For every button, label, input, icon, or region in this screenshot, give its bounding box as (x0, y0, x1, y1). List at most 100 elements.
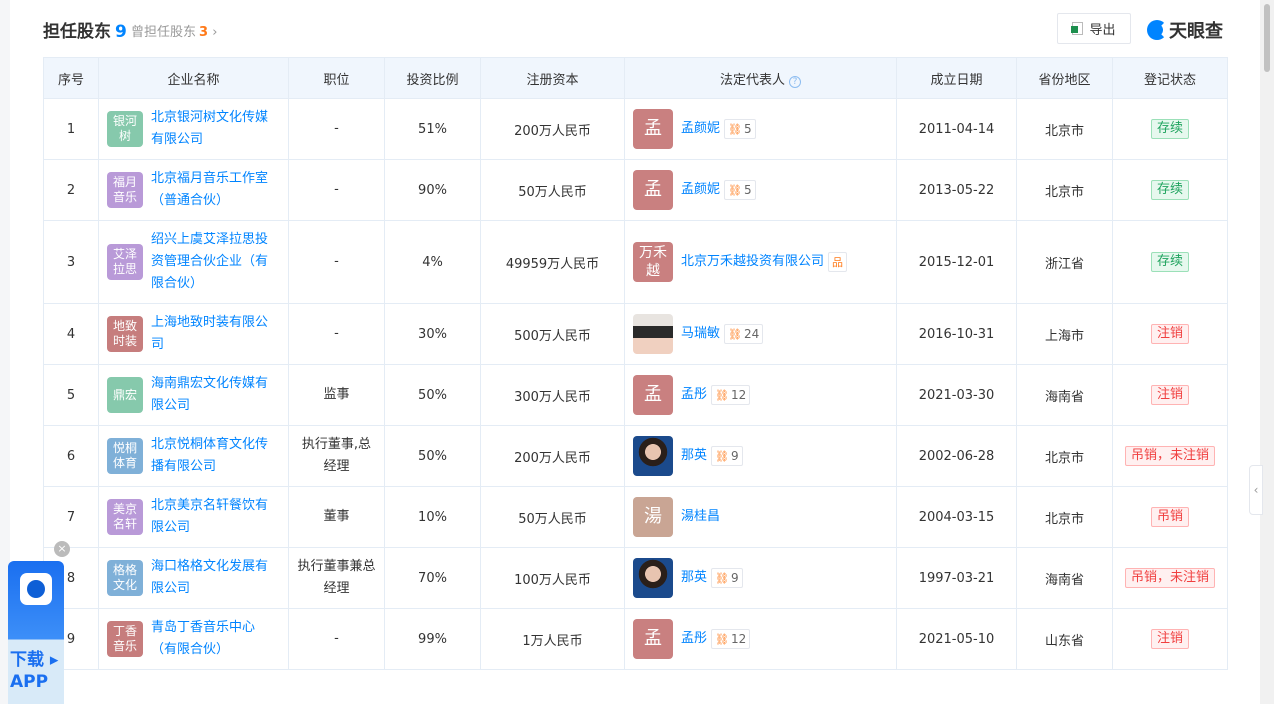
column-header: 序号 (43, 57, 99, 99)
status-badge: 吊销，未注销 (1124, 568, 1215, 588)
company-logo: 鼎宏 (107, 377, 143, 413)
position: 执行董事兼总经理 (288, 547, 385, 609)
region: 海南省 (1016, 364, 1113, 426)
related-companies-badge[interactable]: ⛓ 9 (711, 446, 743, 466)
legal-rep-link[interactable]: 那英 (681, 448, 708, 463)
excel-icon (1071, 22, 1084, 35)
region: 上海市 (1016, 303, 1113, 365)
legal-rep-link[interactable]: 北京万禾越投资有限公司 (681, 254, 825, 269)
investment-ratio: 70% (384, 547, 481, 609)
related-companies-badge[interactable]: ⛓ 24 (724, 324, 764, 344)
status-badge: 吊销 (1150, 507, 1189, 527)
registered-capital: 100万人民币 (480, 547, 625, 609)
relation-icon: ⛓ (715, 449, 729, 463)
relation-icon: ⛓ (715, 388, 729, 402)
row-number: 3 (43, 220, 99, 304)
legal-rep-link[interactable]: 那英 (681, 570, 708, 585)
company-name-link[interactable]: 上海地致时装有限公司 (151, 315, 269, 352)
scrollbar[interactable] (1260, 0, 1274, 704)
legal-rep-link[interactable]: 马瑞敏 (681, 326, 721, 341)
region: 北京市 (1016, 425, 1113, 487)
investment-ratio: 50% (384, 425, 481, 487)
org-chart-icon[interactable]: 品 (828, 252, 848, 272)
relation-icon: ⛓ (715, 571, 729, 585)
company-logo: 格格文化 (107, 560, 143, 596)
position: 执行董事,总经理 (288, 425, 385, 487)
registered-capital: 50万人民币 (480, 486, 625, 548)
registered-capital: 200万人民币 (480, 425, 625, 487)
relation-icon: ⛓ (715, 632, 729, 646)
row-number: 1 (43, 98, 99, 160)
row-number: 5 (43, 364, 99, 426)
position: 董事 (288, 486, 385, 548)
table-row: 4 地致时装 上海地致时装有限公司 - 30% 500万人民币 马瑞敏 ⛓ 24 20… (43, 303, 1228, 365)
investment-ratio: 90% (384, 159, 481, 221)
status-badge: 存续 (1150, 252, 1189, 272)
table-row: 7 美京名轩 北京美京名轩餐饮有限公司 董事 10% 50万人民币 湯湯桂昌 20… (43, 486, 1228, 548)
company-name-link[interactable]: 海南鼎宏文化传媒有限公司 (151, 376, 269, 413)
company-name-link[interactable]: 北京美京名轩餐饮有限公司 (151, 498, 269, 535)
download-app-promo[interactable]: 下载 ▸ APP (8, 561, 64, 704)
related-companies-badge[interactable]: ⛓ 12 (711, 385, 751, 405)
section-title: 担任股东 9 (43, 22, 127, 42)
investment-ratio: 4% (384, 220, 481, 304)
column-header: 注册资本 (480, 57, 625, 99)
legal-rep-link[interactable]: 孟颜妮 (681, 121, 721, 136)
row-number: 2 (43, 159, 99, 221)
collapse-side-button[interactable]: ‹ (1249, 465, 1263, 515)
region: 山东省 (1016, 608, 1113, 670)
rep-avatar: 孟 (633, 170, 673, 210)
related-companies-badge[interactable]: ⛓ 5 (724, 180, 756, 200)
registered-capital: 1万人民币 (480, 608, 625, 670)
table-row: 6 悦桐体育 北京悦桐体育文化传播有限公司 执行董事,总经理 50% 200万人民… (43, 425, 1228, 487)
rep-photo (633, 436, 673, 476)
legal-rep-link[interactable]: 孟彤 (681, 387, 708, 402)
related-companies-badge[interactable]: ⛓ 9 (711, 568, 743, 588)
table-row: 8 格格文化 海口格格文化发展有限公司 执行董事兼总经理 70% 100万人民币 … (43, 547, 1228, 609)
table-row: 5 鼎宏 海南鼎宏文化传媒有限公司 监事 50% 300万人民币 孟孟彤 ⛓ 12 2… (43, 364, 1228, 426)
company-logo: 福月音乐 (107, 172, 143, 208)
company-name-link[interactable]: 北京银河树文化传媒有限公司 (151, 110, 269, 147)
former-shareholder-link[interactable]: 曾担任股东 3 › (131, 25, 218, 40)
legal-rep-link[interactable]: 孟颜妮 (681, 182, 721, 197)
investment-ratio: 99% (384, 608, 481, 670)
chevron-right-icon: › (212, 25, 218, 40)
help-icon[interactable]: ? (789, 75, 801, 88)
rep-avatar: 孟 (633, 109, 673, 149)
close-icon[interactable]: × (54, 541, 70, 557)
table-row: 9 丁香音乐 青岛丁香音乐中心（有限合伙） - 99% 1万人民币 孟孟彤 ⛓ 12 … (43, 608, 1228, 670)
region: 浙江省 (1016, 220, 1113, 304)
related-companies-badge[interactable]: ⛓ 5 (724, 119, 756, 139)
established-date: 2021-03-30 (896, 364, 1017, 426)
shareholder-table: 序号 企业名称 职位 投资比例 注册资本 法定代表人? 成立日期 省份地区 登记状态 1 银河树… (43, 57, 1228, 670)
column-header: 登记状态 (1112, 57, 1228, 99)
company-name-link[interactable]: 北京悦桐体育文化传播有限公司 (151, 437, 269, 474)
company-name-link[interactable]: 绍兴上虞艾泽拉思投资管理合伙企业（有限合伙） (151, 232, 269, 291)
export-button[interactable]: 导出 (1057, 13, 1131, 44)
app-icon (20, 573, 52, 605)
legal-rep-link[interactable]: 湯桂昌 (681, 509, 721, 524)
column-header: 投资比例 (384, 57, 481, 99)
column-header: 法定代表人? (624, 57, 897, 99)
table-row: 1 银河树 北京银河树文化传媒有限公司 - 51% 200万人民币 孟孟颜妮 ⛓ 5 … (43, 98, 1228, 160)
established-date: 2021-05-10 (896, 608, 1017, 670)
established-date: 2002-06-28 (896, 425, 1017, 487)
position: - (288, 303, 385, 365)
company-name-link[interactable]: 青岛丁香音乐中心（有限合伙） (151, 620, 256, 657)
relation-icon: ⛓ (728, 327, 742, 341)
company-name-link[interactable]: 北京福月音乐工作室（普通合伙） (151, 171, 269, 208)
related-companies-badge[interactable]: ⛓ 12 (711, 629, 751, 649)
table-row: 3 艾泽拉思 绍兴上虞艾泽拉思投资管理合伙企业（有限合伙） - 4% 49959万… (43, 220, 1228, 304)
legal-rep-link[interactable]: 孟彤 (681, 631, 708, 646)
rep-avatar: 湯 (633, 497, 673, 537)
status-badge: 吊销，未注销 (1124, 446, 1215, 466)
position: 监事 (288, 364, 385, 426)
investment-ratio: 51% (384, 98, 481, 160)
rep-avatar: 孟 (633, 375, 673, 415)
company-logo: 美京名轩 (107, 499, 143, 535)
company-name-link[interactable]: 海口格格文化发展有限公司 (151, 559, 269, 596)
position: - (288, 98, 385, 160)
rep-avatar: 万禾越 (633, 242, 673, 282)
established-date: 2004-03-15 (896, 486, 1017, 548)
